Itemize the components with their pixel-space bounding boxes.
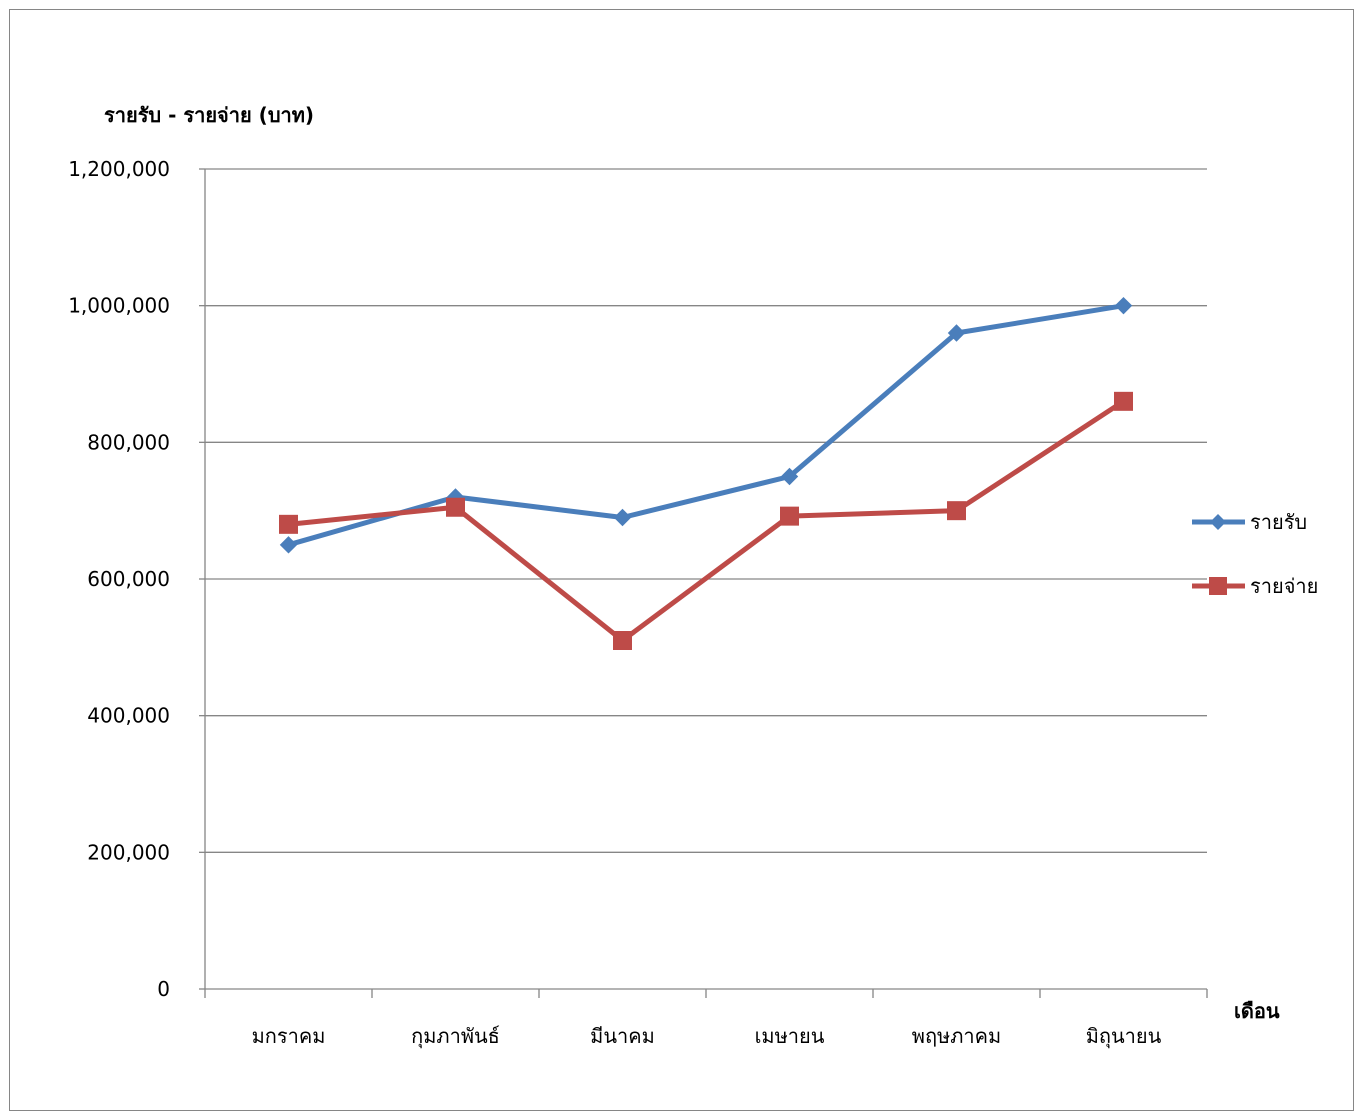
y-tick-labels: 0 200,000 400,000 600,000 800,000 1,000,000 1,… — [68, 157, 170, 1001]
data-point-square — [780, 506, 799, 526]
x-tick-label: มกราคม — [252, 1024, 326, 1048]
legend-label-2: รายจ่าย — [1250, 574, 1318, 598]
x-tick-label: กุมภาพันธ์ — [411, 1024, 500, 1049]
data-point-diamond — [613, 508, 632, 527]
data-point-square — [613, 631, 632, 650]
legend-label-1: รายรับ — [1250, 510, 1307, 534]
legend-marker-diamond — [1210, 514, 1226, 530]
y-tick-label: 400,000 — [87, 704, 170, 728]
data-point-diamond — [1114, 296, 1133, 315]
data-point-square — [947, 501, 966, 521]
y-tick-label: 1,200,000 — [68, 157, 170, 181]
y-tick-label: 1,000,000 — [68, 294, 170, 318]
y-tick-label: 200,000 — [87, 840, 170, 864]
chart-frame — [9, 9, 1354, 1111]
x-tick-label: พฤษภาคม — [912, 1024, 1001, 1048]
x-tick-label: มิถุนายน — [1086, 1024, 1162, 1049]
y-tick-label: 600,000 — [87, 567, 170, 591]
data-point-square — [279, 514, 298, 534]
data-point-square — [446, 497, 465, 517]
x-tick-label: เมษายน — [755, 1024, 825, 1048]
axes — [199, 168, 1208, 998]
legend-marker-square — [1209, 577, 1227, 595]
series-line-2 — [288, 399, 1125, 643]
series-line-1 — [287, 303, 1124, 548]
x-tick-labels: มกราคม กุมภาพันธ์ มีนาคม เมษายน พฤษภาคม มิถุน… — [252, 1024, 1162, 1049]
x-axis-title: เดือน — [1234, 999, 1280, 1023]
data-point-diamond — [947, 324, 966, 342]
series-group — [279, 296, 1133, 650]
data-point-diamond — [279, 536, 298, 554]
y-tick-label: 0 — [157, 977, 170, 1001]
gridlines — [205, 168, 1207, 853]
data-point-square — [1114, 391, 1133, 411]
y-axis-title: รายรับ - รายจ่าย (บาท) — [104, 103, 314, 127]
x-tick-label: มีนาคม — [590, 1024, 655, 1048]
data-point-diamond — [780, 467, 799, 486]
y-tick-label: 800,000 — [87, 430, 170, 454]
